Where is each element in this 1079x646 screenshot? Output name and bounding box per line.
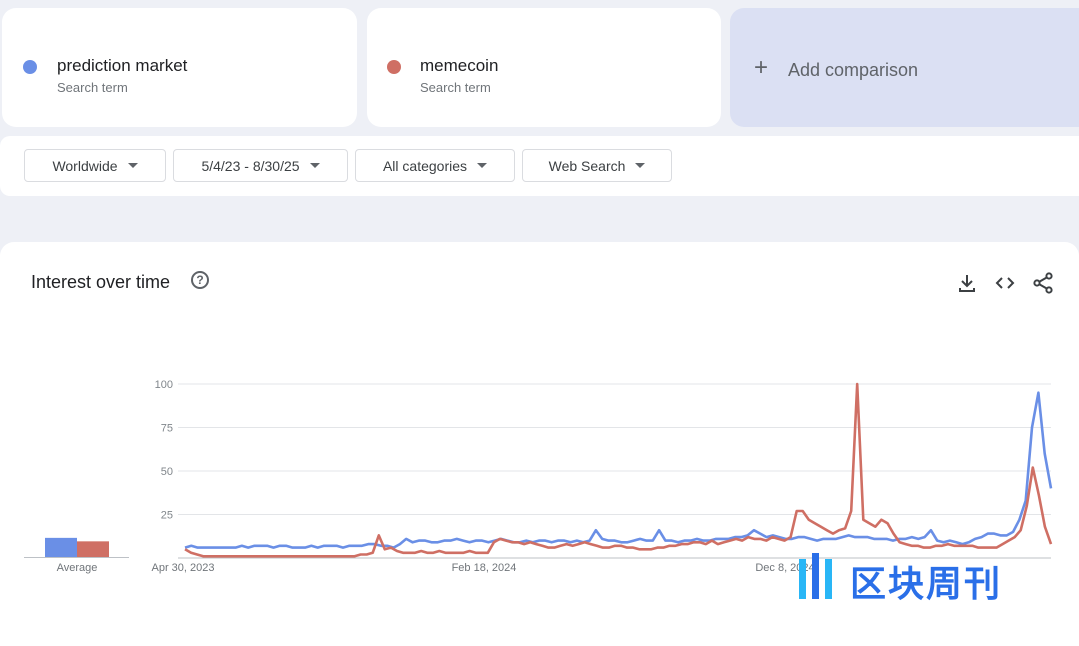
- search-type-filter-label: Web Search: [548, 157, 626, 174]
- search-term-card-memecoin[interactable]: memecoin Search term: [367, 8, 721, 127]
- series-color-dot: [387, 60, 401, 74]
- category-filter[interactable]: All categories: [355, 149, 515, 182]
- search-term-card-prediction-market[interactable]: prediction market Search term: [2, 8, 357, 127]
- plus-icon: +: [754, 54, 769, 81]
- region-filter-label: Worldwide: [52, 157, 118, 174]
- search-term-label: Search term: [57, 80, 128, 95]
- download-icon[interactable]: [956, 272, 978, 294]
- caret-down-icon: [635, 163, 646, 168]
- category-filter-label: All categories: [382, 157, 468, 174]
- caret-down-icon: [309, 163, 320, 168]
- search-type-filter[interactable]: Web Search: [522, 149, 672, 182]
- help-icon[interactable]: ?: [191, 271, 209, 289]
- series-color-dot: [23, 60, 37, 74]
- region-filter[interactable]: Worldwide: [24, 149, 166, 182]
- watermark-text: 区块周刊: [850, 564, 1003, 605]
- date-range-filter[interactable]: 5/4/23 - 8/30/25: [173, 149, 348, 182]
- add-comparison-button[interactable]: + Add comparison: [730, 8, 1079, 127]
- search-term-name: memecoin: [420, 56, 499, 75]
- date-range-filter-label: 5/4/23 - 8/30/25: [201, 157, 300, 174]
- embed-icon[interactable]: [994, 272, 1016, 294]
- watermark-logo: 区块周刊: [795, 545, 1055, 605]
- add-comparison-label: Add comparison: [788, 60, 919, 80]
- caret-down-icon: [127, 163, 138, 168]
- search-term-label: Search term: [420, 80, 491, 95]
- filter-bar: Worldwide 5/4/23 - 8/30/25 All categorie…: [0, 136, 1079, 196]
- search-term-name: prediction market: [57, 56, 188, 75]
- logo-mark-icon: [799, 553, 832, 599]
- share-icon[interactable]: [1032, 272, 1054, 294]
- caret-down-icon: [477, 163, 488, 168]
- chart-title: Interest over time: [31, 272, 171, 292]
